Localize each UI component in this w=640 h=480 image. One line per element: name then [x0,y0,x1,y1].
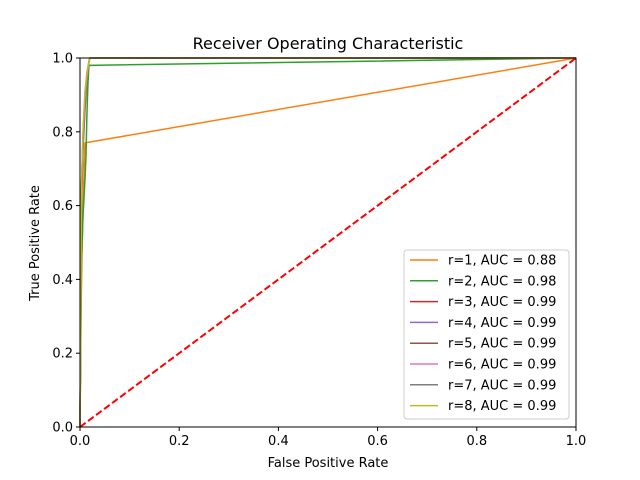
legend-label-3: r=3, AUC = 0.99 [448,295,556,310]
plot-frame [79,57,577,428]
legend-box [403,249,570,420]
y-tick-label: 0.8 [52,125,73,140]
x-tick-label: 0.0 [70,434,91,449]
legend-label-7: r=7, AUC = 0.99 [448,378,556,393]
x-tick-label: 0.6 [367,434,388,449]
x-tick-label: 0.8 [466,434,487,449]
legend: r=1, AUC = 0.88 r=2, AUC = 0.98 r=3, AUC =… [403,249,570,420]
plot-area: 0.0 0.2 0.4 0.6 0.8 1.0 0.0 0.2 0.4 0.6 0.8 1.0 [52,52,586,450]
y-tick-label: 0.4 [52,273,73,288]
reference-diagonal-line [79,57,577,428]
series-line-2 [79,57,577,428]
legend-label-6: r=6, AUC = 0.99 [448,358,556,373]
legend-label-2: r=2, AUC = 0.98 [448,274,556,289]
x-tick-label: 1.0 [566,434,587,449]
y-tick-label: 0.6 [52,199,73,214]
y-axis-label: True Positive Rate [28,185,43,302]
legend-label-4: r=4, AUC = 0.99 [448,316,556,331]
x-axis-label: False Positive Rate [268,456,389,471]
x-tick-label: 0.4 [268,434,289,449]
legend-label-1: r=1, AUC = 0.88 [448,254,556,269]
y-tick-label: 0.0 [52,421,73,436]
legend-label-8: r=8, AUC = 0.99 [448,399,556,414]
x-tick-label: 0.2 [169,434,190,449]
chart-title: Receiver Operating Characteristic [193,34,464,53]
series-line-8 [79,57,576,428]
y-tick-label: 0.2 [52,347,73,362]
legend-label-5: r=5, AUC = 0.99 [448,337,556,352]
y-tick-label: 1.0 [52,52,73,67]
